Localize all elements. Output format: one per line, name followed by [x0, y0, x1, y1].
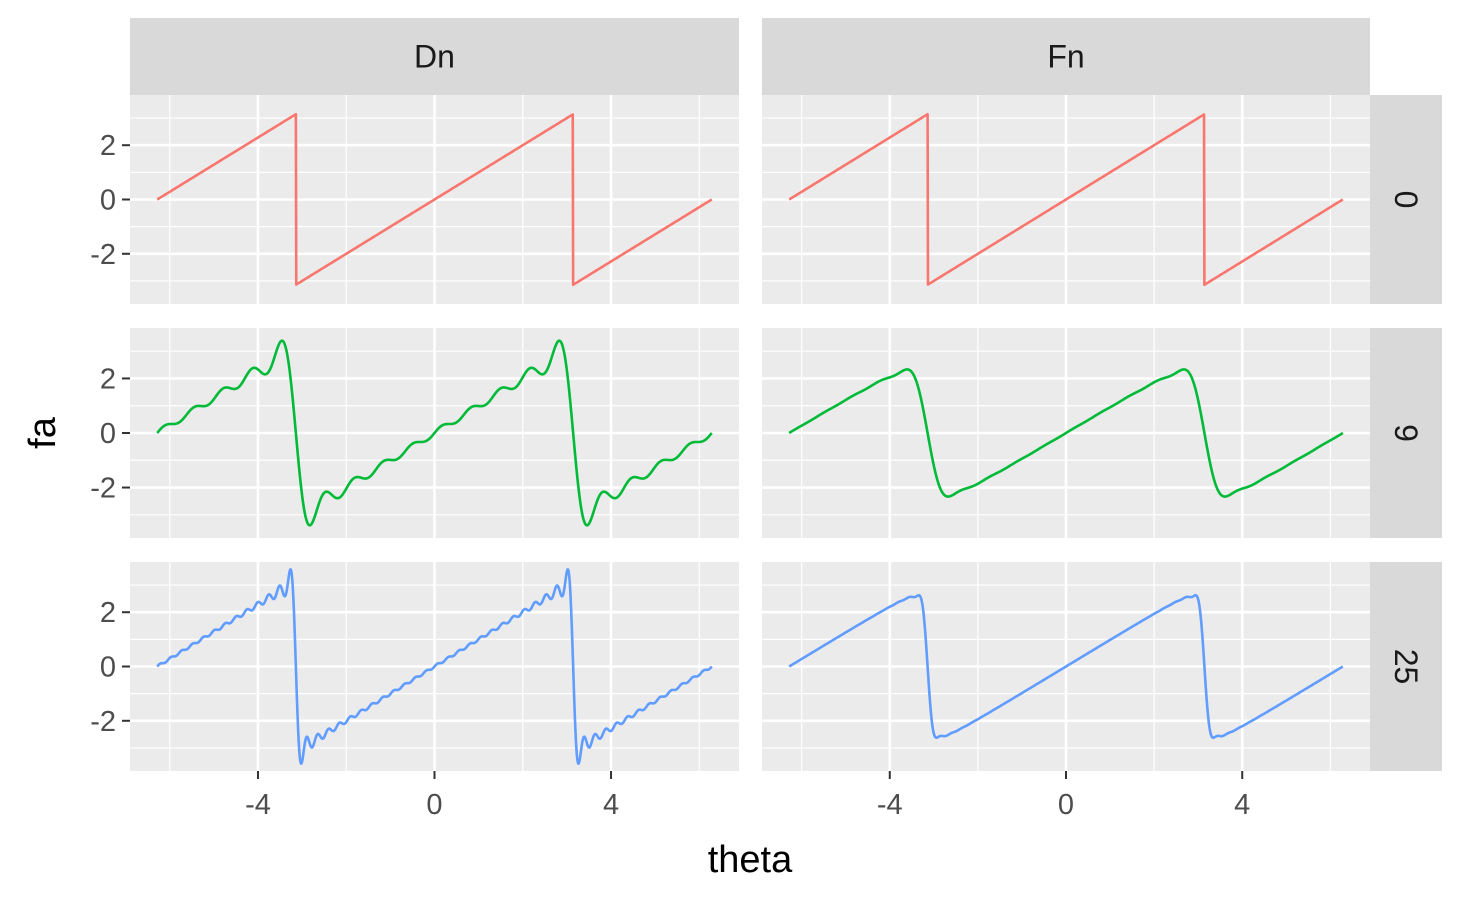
x-tick-label: 0: [1058, 789, 1074, 821]
y-tick-label: 2: [100, 363, 116, 395]
strip-background: [1370, 328, 1442, 538]
strip-background: [1370, 562, 1442, 771]
strip-background: [1370, 95, 1442, 304]
series-line-Dn-9: [156, 339, 713, 527]
y-axis-title: fa: [22, 416, 64, 449]
series-line-Fn-9: [788, 368, 1344, 498]
x-tick-label: 4: [603, 789, 619, 821]
panel-Fn-9: [762, 328, 1370, 538]
x-tick-label: 4: [1234, 789, 1250, 821]
strip-row-9: 9: [1370, 328, 1442, 538]
series-line-Fn-0: [788, 112, 1344, 287]
strip-Dn: Dn: [130, 18, 739, 95]
strip-row-25: 25: [1370, 562, 1442, 771]
x-axis-title: theta: [708, 839, 793, 881]
panel-Fn-0: [762, 95, 1370, 304]
series-line-Fn-25: [788, 593, 1344, 740]
panel-Dn-9: [130, 328, 739, 538]
strip-background: [130, 18, 739, 95]
y-tick-label: 0: [100, 652, 116, 684]
panel-Dn-0: [130, 95, 739, 304]
strip-background: [762, 18, 1370, 95]
y-tick-label: -2: [90, 473, 116, 505]
y-tick-label: 0: [100, 185, 116, 217]
series-line-Dn-0: [156, 112, 713, 287]
panel-Dn-25: [130, 562, 739, 771]
strip-label: Fn: [1047, 39, 1084, 75]
strip-label: 9: [1388, 424, 1424, 442]
y-tick-label: -2: [90, 239, 116, 271]
y-tick-label: 2: [100, 130, 116, 162]
panel-Fn-25: [762, 562, 1370, 771]
y-tick-label: -2: [90, 706, 116, 738]
x-tick-label: 0: [426, 789, 442, 821]
series-line-Dn-25: [156, 568, 713, 765]
x-tick-label: -4: [877, 789, 903, 821]
strip-label: 0: [1388, 191, 1424, 209]
y-tick-label: 2: [100, 597, 116, 629]
strip-Fn: Fn: [762, 18, 1370, 95]
strip-row-0: 0: [1370, 95, 1442, 304]
x-tick-label: -4: [245, 789, 271, 821]
strip-label: 25: [1388, 649, 1424, 685]
y-tick-label: 0: [100, 418, 116, 450]
strip-label: Dn: [414, 39, 455, 75]
